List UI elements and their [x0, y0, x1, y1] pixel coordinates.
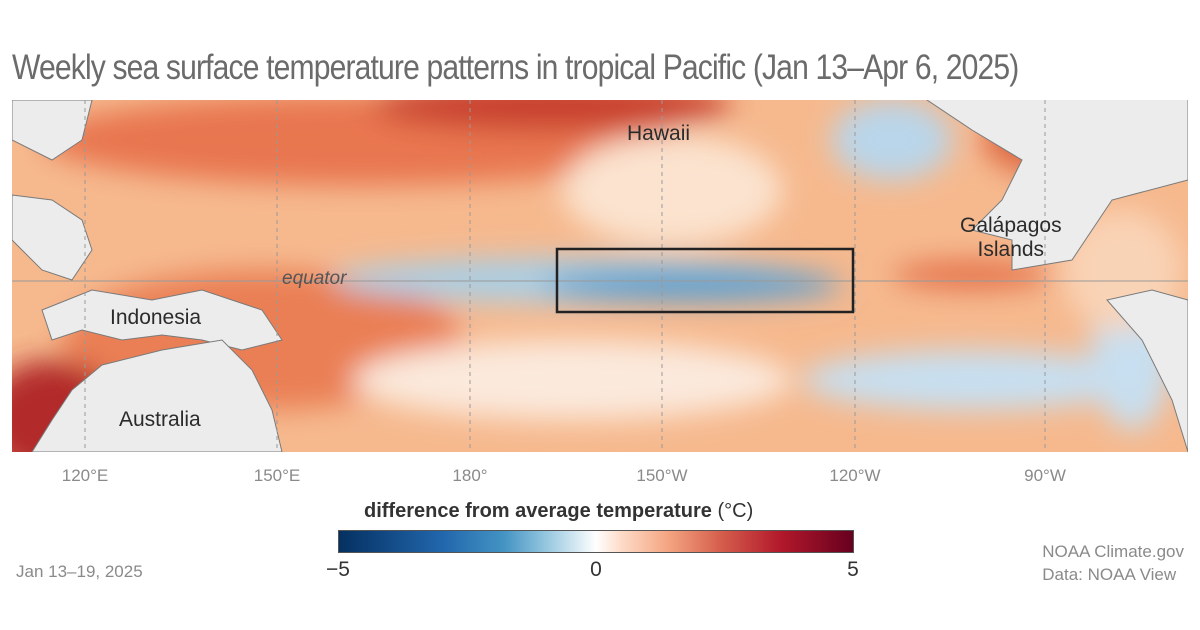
legend-mid: 0 — [590, 558, 602, 581]
lon-tick: 150°W — [636, 466, 688, 485]
legend-title: difference from average temperature (°C) — [364, 500, 754, 522]
sst-field — [12, 100, 1188, 452]
sst-anomaly-map: Hawaii Galápagos Islands equator Indonesi… — [12, 100, 1188, 452]
label-australia: Australia — [119, 408, 201, 431]
lon-tick: 120°E — [61, 466, 109, 485]
longitude-gridlines — [84, 100, 1046, 452]
label-hawaii: Hawaii — [627, 122, 691, 145]
legend-min: −5 — [326, 558, 350, 581]
label-indonesia: Indonesia — [110, 306, 202, 329]
credit: NOAA Climate.gov Data: NOAA View — [1042, 542, 1184, 584]
legend-max: 5 — [847, 558, 859, 581]
lon-tick: 90°W — [1024, 466, 1066, 485]
week-date: Jan 13–19, 2025 — [16, 562, 143, 581]
color-bar — [338, 530, 854, 553]
label-galapagos: Galápagos Islands — [960, 214, 1062, 261]
nino34-box — [555, 247, 855, 314]
lon-tick: 180° — [452, 466, 488, 485]
land-masses — [12, 100, 1188, 452]
lon-tick: 150°E — [253, 466, 301, 485]
lon-tick: 120°W — [829, 466, 881, 485]
label-equator: equator — [282, 268, 347, 289]
chart-title: Weekly sea surface temperature patterns … — [12, 48, 1019, 87]
